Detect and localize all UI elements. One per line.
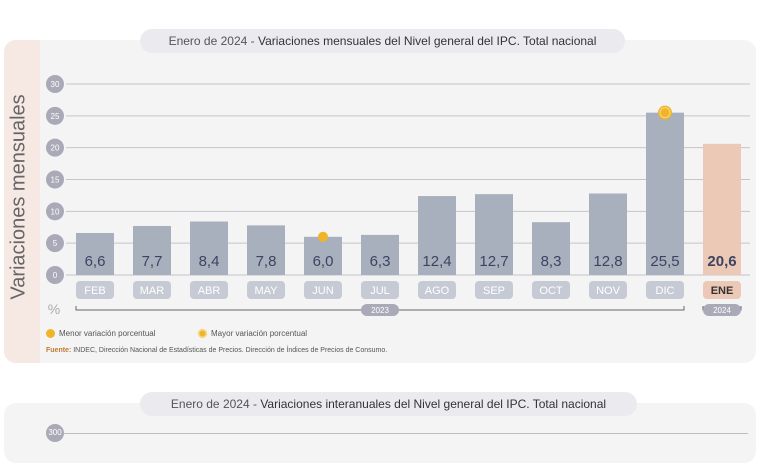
bar-oct xyxy=(532,222,570,275)
second-chart-gridline xyxy=(64,433,748,434)
chart-title-prefix: Enero de 2024 xyxy=(168,34,248,48)
category-label-bg xyxy=(532,281,570,299)
y-unit-label: % xyxy=(48,301,60,317)
y-tick-badge xyxy=(46,234,64,253)
data-label: 8,4 xyxy=(199,253,220,270)
year-label: 2024 xyxy=(713,306,731,315)
second-chart-title-prefix: Enero de 2024 xyxy=(170,397,250,411)
category-label: SEP xyxy=(483,285,505,297)
year-label-bg xyxy=(361,304,399,316)
bar-dic xyxy=(646,112,684,276)
legend-item-min: Menor variación porcentual xyxy=(46,329,156,338)
y-tick-badge xyxy=(46,138,64,157)
chart-title-separator: - xyxy=(247,34,258,48)
source-text: INDEC, Dirección Nacional de Estadística… xyxy=(73,347,388,354)
source-label: Fuente: xyxy=(46,347,72,354)
y-tick-label: 5 xyxy=(53,239,58,248)
category-label-bg xyxy=(418,281,456,299)
y-tick-label: 10 xyxy=(51,207,60,216)
year-label: 2023 xyxy=(371,306,389,315)
second-chart-title: Enero de 2024 - Variaciones interanuales… xyxy=(140,392,637,416)
category-label-bg xyxy=(703,281,741,299)
y-tick-label: 25 xyxy=(51,112,60,121)
chart-title-text: Variaciones mensuales del Nivel general … xyxy=(257,34,597,48)
y-tick-badge xyxy=(46,202,64,221)
min-marker-icon xyxy=(46,329,55,338)
min-marker xyxy=(318,231,328,242)
data-label: 25,5 xyxy=(650,253,679,270)
data-label: 8,3 xyxy=(541,253,562,270)
y-tick-badge xyxy=(46,170,64,189)
second-chart-title-text: Variaciones interanuales del Nivel gener… xyxy=(260,397,607,411)
category-label-bg xyxy=(361,281,399,299)
category-label-bg xyxy=(646,281,684,299)
y-tick-label: 20 xyxy=(51,144,60,153)
bar-jul xyxy=(361,234,399,275)
year-label-bg xyxy=(703,304,741,316)
category-label-bg xyxy=(475,281,513,299)
category-label: ENE xyxy=(711,285,734,297)
category-label: JUN xyxy=(312,285,333,297)
max-marker-ring xyxy=(659,107,671,119)
bar-abr xyxy=(190,221,228,275)
data-label: 12,4 xyxy=(422,253,451,270)
legend-min-label: Menor variación porcentual xyxy=(59,329,156,338)
data-label: 6,3 xyxy=(370,253,391,270)
data-label: 12,8 xyxy=(593,253,622,270)
y-tick-label: 0 xyxy=(53,271,58,280)
legend-max-label: Mayor variación porcentual xyxy=(211,329,308,338)
bar-ene xyxy=(703,143,741,275)
category-label: MAY xyxy=(254,285,278,297)
category-label-bg xyxy=(589,281,627,299)
bar-ago xyxy=(418,196,456,275)
second-chart-title-separator: - xyxy=(249,397,261,411)
bar-sep xyxy=(475,194,513,275)
category-label-bg xyxy=(76,281,114,299)
category-label: FEB xyxy=(84,285,105,297)
category-label: NOV xyxy=(596,285,621,297)
monthly-variation-chart: 0 5 10 15 20 25 30% 6,6 FEB 7,7 MAR 8,4 ABR 7,8 MAY 6,0… xyxy=(46,75,750,317)
data-label: 7,7 xyxy=(142,253,163,270)
data-label: 6,0 xyxy=(313,253,334,270)
category-label-bg xyxy=(247,281,285,299)
data-label: 7,8 xyxy=(256,253,277,270)
category-label: AGO xyxy=(425,285,450,297)
bar-feb xyxy=(76,232,114,275)
category-label: MAR xyxy=(140,285,165,297)
bar-jun xyxy=(304,236,342,275)
max-marker-icon xyxy=(198,329,207,338)
legend-item-max: Mayor variación porcentual xyxy=(198,329,307,338)
category-label: OCT xyxy=(539,285,563,297)
category-label: JUL xyxy=(370,285,390,297)
category-label-bg xyxy=(133,281,171,299)
chart-title: Enero de 2024 - Variaciones mensuales de… xyxy=(140,29,625,53)
category-label-bg xyxy=(190,281,228,299)
y-tick-badge xyxy=(46,266,64,284)
y-tick-label: 15 xyxy=(51,176,60,185)
category-label: DIC xyxy=(656,285,675,297)
y-axis-band xyxy=(4,40,40,363)
source-note: Fuente: INDEC, Dirección Nacional de Est… xyxy=(46,347,387,354)
bar-may xyxy=(247,225,285,275)
category-label-bg xyxy=(304,281,342,299)
category-label: ABR xyxy=(198,285,221,297)
bar-mar xyxy=(133,225,171,275)
y-tick-badge xyxy=(46,75,64,93)
data-label: 12,7 xyxy=(479,253,508,270)
second-chart-ytick: 300 xyxy=(46,424,64,442)
y-tick-badge xyxy=(46,106,64,125)
data-label: 20,6 xyxy=(707,253,736,270)
y-tick-label: 30 xyxy=(51,80,60,89)
bar-nov xyxy=(589,193,627,275)
data-label: 6,6 xyxy=(85,253,106,270)
